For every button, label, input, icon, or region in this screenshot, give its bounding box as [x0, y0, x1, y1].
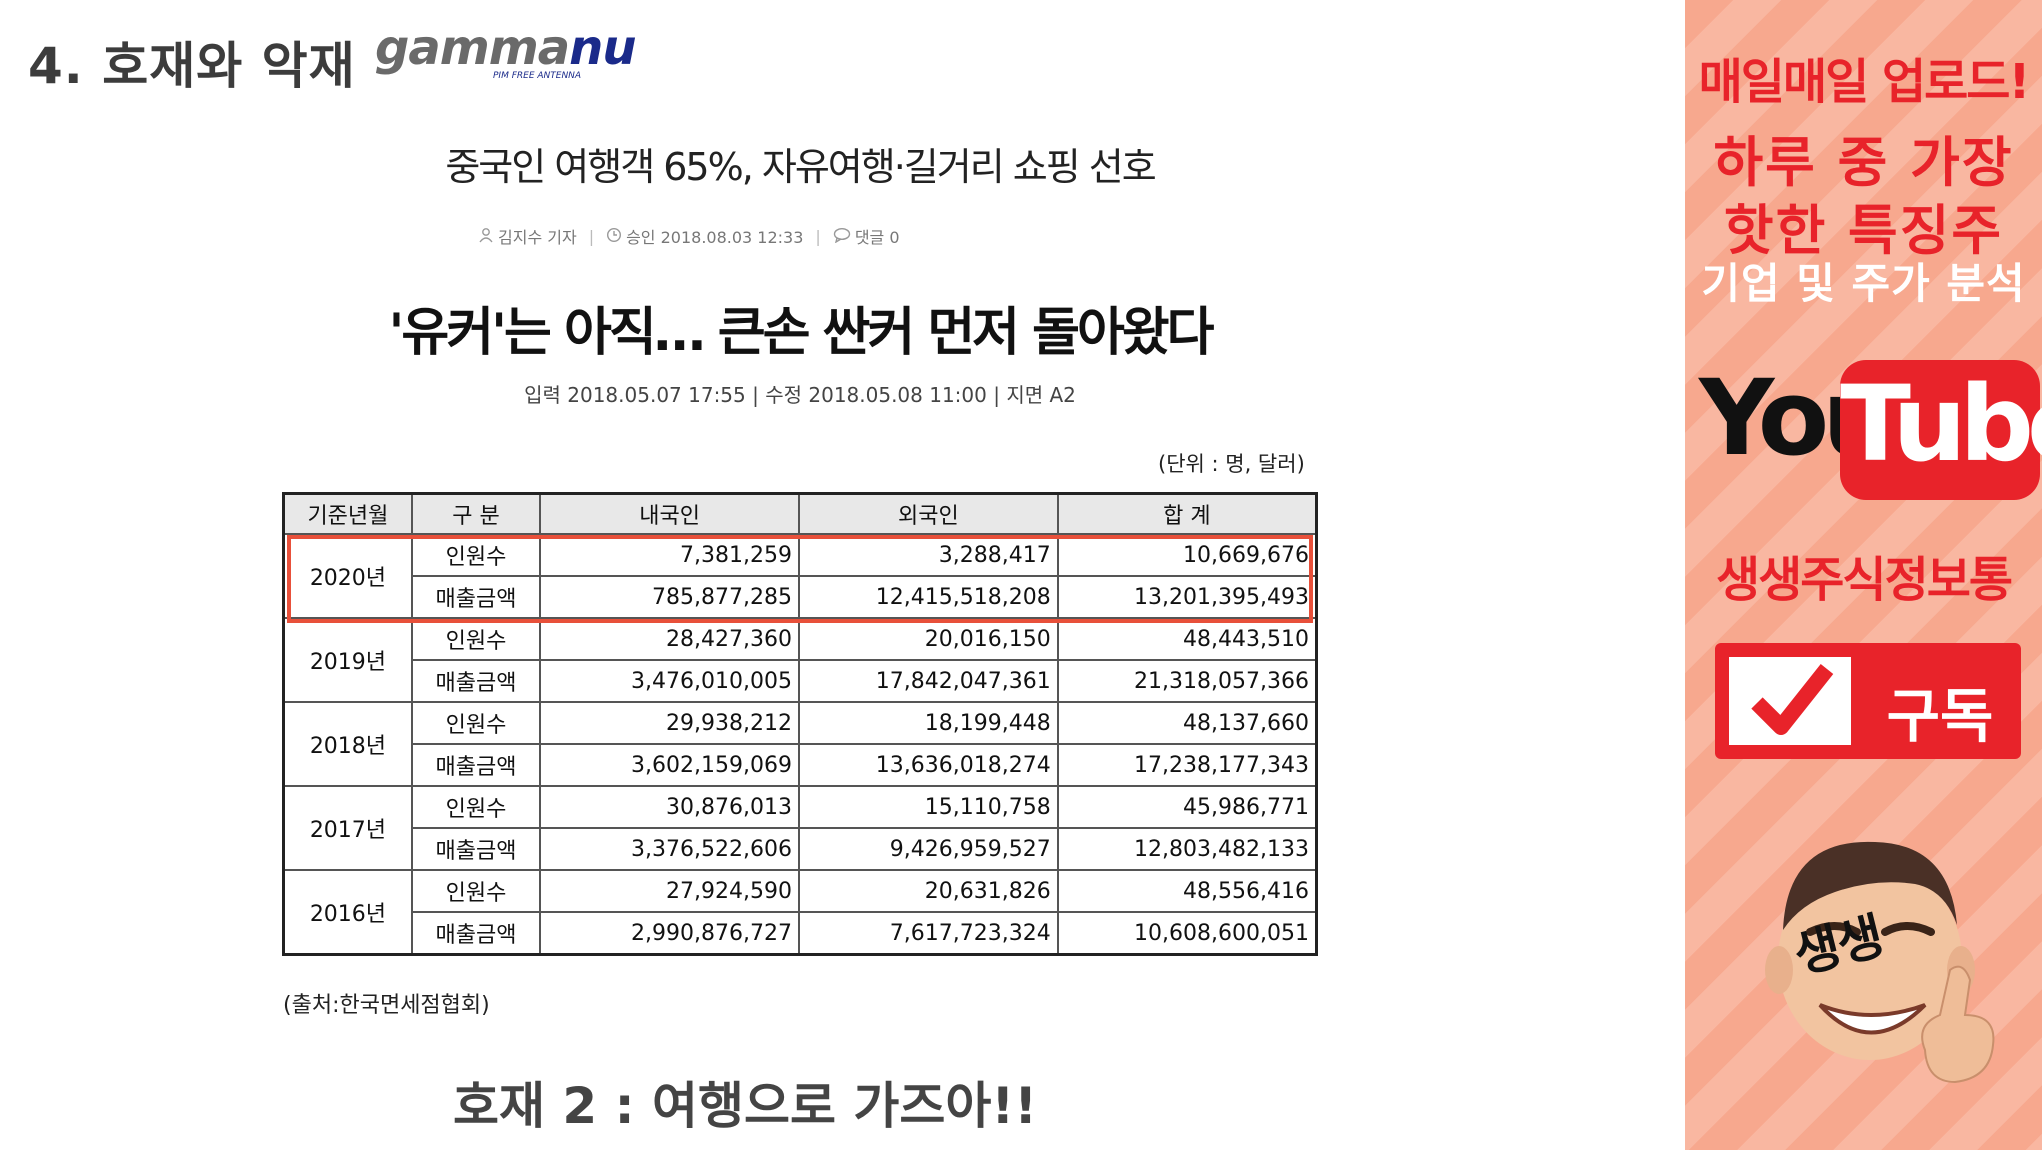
table-header-row: 기준년월 구 분 내국인 외국인 합 계 [282, 492, 1318, 535]
youtube-logo[interactable]: You Tube [1695, 360, 2042, 508]
foreign-cell: 20,631,826 [797, 869, 1059, 913]
foreign-cell: 12,415,518,208 [797, 575, 1059, 619]
year-cell: 2016년 [282, 869, 413, 956]
category-cell: 매출금액 [410, 827, 542, 871]
table-row: 매출금액 3,602,159,069 13,636,018,274 17,238… [284, 743, 1318, 787]
domestic-cell: 28,427,360 [539, 617, 800, 661]
youtube-tube-text: Tube [1840, 363, 2042, 485]
comments-meta[interactable]: 댓글 0 [833, 224, 900, 248]
channel-name: 생생주식정보통 [1715, 552, 2013, 608]
total-cell: 10,608,600,051 [1056, 911, 1318, 956]
foreign-cell: 17,842,047,361 [797, 659, 1059, 703]
total-cell: 48,443,510 [1056, 617, 1318, 661]
subscribe-button[interactable]: 구독 [1715, 643, 2021, 759]
category-cell: 인원수 [410, 869, 542, 913]
approved-meta: 승인 2018.08.03 12:33 [606, 224, 803, 248]
foreign-cell: 15,110,758 [797, 785, 1059, 829]
foreign-cell: 9,426,959,527 [797, 827, 1059, 871]
total-cell: 10,669,676 [1056, 533, 1318, 577]
year-cell: 2019년 [282, 617, 413, 703]
total-cell: 13,201,395,493 [1056, 575, 1318, 619]
meta-divider: | [815, 226, 821, 246]
header-domestic: 내국인 [539, 492, 800, 535]
foreign-cell: 7,617,723,324 [797, 911, 1059, 956]
category-cell: 매출금액 [410, 659, 542, 703]
table-row: 2017년 인원수 30,876,013 15,110,758 45,986,7… [282, 785, 1318, 871]
mascot-avatar: 생생 [1765, 820, 2005, 1094]
slide-caption: 호재 2 : 여행으로 가즈아!! [452, 1077, 1038, 1135]
domestic-cell: 3,602,159,069 [539, 743, 800, 787]
foreign-cell: 18,199,448 [797, 701, 1059, 745]
promo-upload-line: 매일매일 업로드! [1698, 54, 2031, 110]
domestic-cell: 29,938,212 [539, 701, 800, 745]
promo-line-2: 하루 중 가장 [1713, 131, 2014, 194]
year-cell: 2018년 [282, 701, 413, 787]
foreign-cell: 3,288,417 [797, 533, 1059, 577]
category-cell: 인원수 [410, 701, 542, 745]
youtube-red-box: Tube [1840, 360, 2042, 500]
table-row: 매출금액 2,990,876,727 7,617,723,324 10,608,… [284, 911, 1318, 956]
source-note: (출처:한국면세점협회) [283, 993, 490, 1018]
brand-name-right: nu [569, 20, 636, 76]
brand-name-left: gamma [375, 20, 570, 76]
header-category: 구 분 [410, 492, 542, 535]
brand-tagline: PIM FREE ANTENNA [493, 71, 582, 81]
domestic-cell: 3,476,010,005 [539, 659, 800, 703]
promo-panel: 매일매일 업로드! 하루 중 가장 핫한 특징주 기업 및 주가 분석 You … [1685, 0, 2042, 1150]
total-cell: 12,803,482,133 [1056, 827, 1318, 871]
year-cell: 2020년 [282, 533, 413, 619]
unit-note: (단위 : 명, 달러) [1158, 452, 1305, 476]
checkmark-icon [1729, 657, 1851, 745]
subscribe-label: 구독 [1886, 682, 1994, 750]
approved-time: 승인 2018.08.03 12:33 [626, 228, 804, 247]
article-title: 중국인 여행객 65%, 자유여행·길거리 쇼핑 선호 [445, 145, 1156, 189]
table-row: 2018년 인원수 29,938,212 18,199,448 48,137,6… [282, 701, 1318, 787]
headline: '유커'는 아직… 큰손 싼커 먼저 돌아왔다 [388, 303, 1215, 363]
brand-logo: gammanu PIM FREE ANTENNA [375, 24, 637, 81]
category-cell: 매출금액 [410, 743, 542, 787]
header-total: 합 계 [1056, 492, 1318, 535]
person-icon [478, 227, 494, 243]
promo-line-4: 기업 및 주가 분석 [1701, 259, 2026, 308]
category-cell: 인원수 [410, 785, 542, 829]
category-cell: 매출금액 [410, 575, 542, 619]
author-name[interactable]: 김지수 기자 [498, 228, 577, 247]
total-cell: 21,318,057,366 [1056, 659, 1318, 703]
foreign-cell: 20,016,150 [797, 617, 1059, 661]
foreign-cell: 13,636,018,274 [797, 743, 1059, 787]
author-meta: 김지수 기자 [478, 224, 577, 248]
table-row: 매출금액 3,376,522,606 9,426,959,527 12,803,… [284, 827, 1318, 871]
domestic-cell: 785,877,285 [539, 575, 800, 619]
brand-name: gammanu [375, 24, 637, 72]
table-row: 2019년 인원수 28,427,360 20,016,150 48,443,5… [282, 617, 1318, 703]
total-cell: 45,986,771 [1056, 785, 1318, 829]
category-cell: 인원수 [410, 617, 542, 661]
promo-line-3: 핫한 특징주 [1723, 199, 2004, 262]
category-cell: 인원수 [410, 533, 542, 577]
category-cell: 매출금액 [410, 911, 542, 956]
domestic-cell: 27,924,590 [539, 869, 800, 913]
total-cell: 17,238,177,343 [1056, 743, 1318, 787]
domestic-cell: 2,990,876,727 [539, 911, 800, 956]
header-foreign: 외국인 [797, 492, 1059, 535]
year-cell: 2017년 [282, 785, 413, 871]
table-row: 2016년 인원수 27,924,590 20,631,826 48,556,4… [282, 869, 1318, 956]
slide-heading: 4. 호재와 악재 [28, 37, 356, 95]
dateline: 입력 2018.05.07 17:55 | 수정 2018.05.08 11:0… [524, 383, 1076, 407]
article-meta: 김지수 기자 | 승인 2018.08.03 12:33 | 댓글 0 [478, 224, 900, 248]
table-row: 2020년 인원수 7,381,259 3,288,417 10,669,676 [282, 533, 1318, 619]
total-cell: 48,137,660 [1056, 701, 1318, 745]
domestic-cell: 7,381,259 [539, 533, 800, 577]
total-cell: 48,556,416 [1056, 869, 1318, 913]
clock-icon [606, 227, 622, 243]
comment-icon [833, 227, 851, 243]
table-row: 매출금액 3,476,010,005 17,842,047,361 21,318… [284, 659, 1318, 703]
comments-count[interactable]: 댓글 0 [854, 228, 900, 247]
meta-divider: | [588, 226, 595, 246]
sales-table: 기준년월 구 분 내국인 외국인 합 계 2020년 인원수 7,381,259… [282, 492, 1318, 956]
header-year: 기준년월 [282, 492, 413, 535]
domestic-cell: 3,376,522,606 [539, 827, 800, 871]
domestic-cell: 30,876,013 [539, 785, 800, 829]
table-row: 매출금액 785,877,285 12,415,518,208 13,201,3… [284, 575, 1318, 619]
